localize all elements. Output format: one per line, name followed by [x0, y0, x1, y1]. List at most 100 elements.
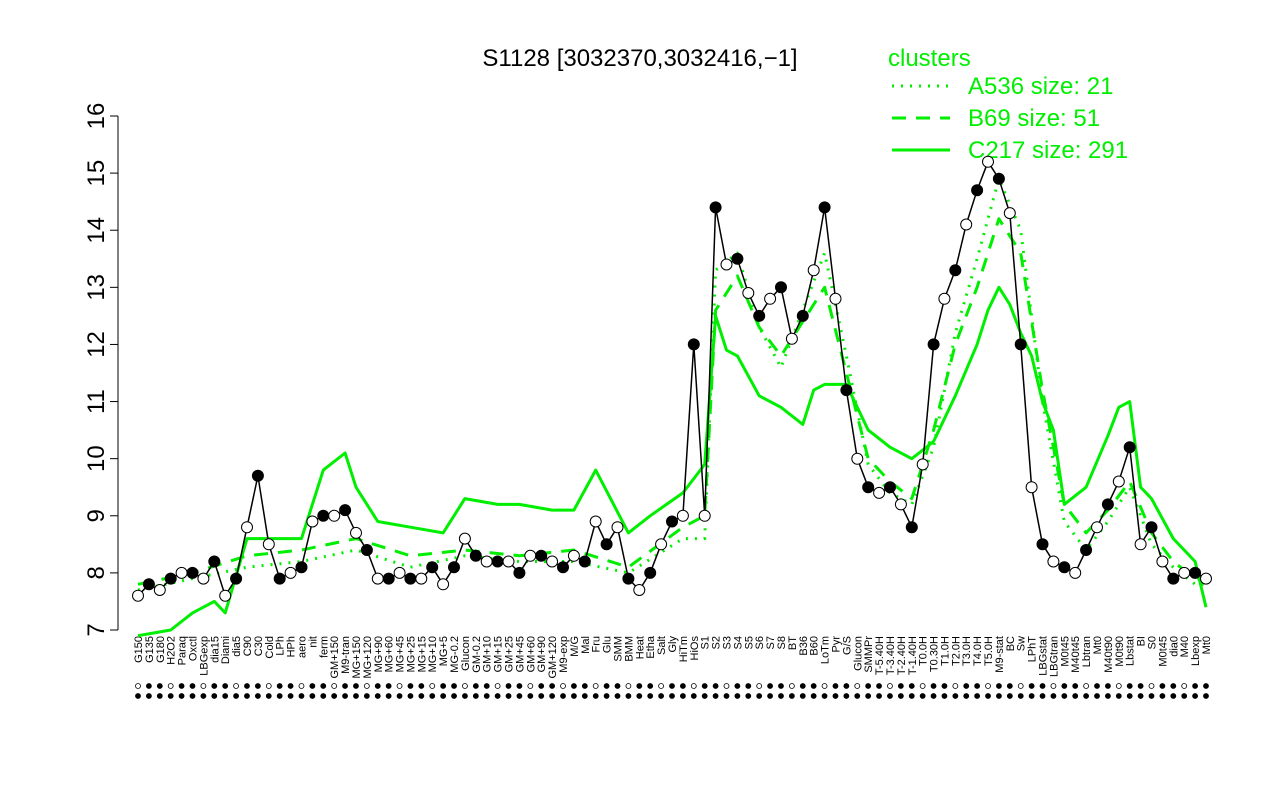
data-point — [382, 572, 395, 585]
rug-marker — [276, 683, 283, 689]
data-point — [720, 258, 733, 271]
rug-marker — [1115, 683, 1122, 689]
data-point — [698, 509, 711, 522]
x-tick-label: G150 — [133, 636, 145, 663]
data-point — [186, 566, 199, 579]
rug-marker — [385, 693, 392, 699]
data-point — [142, 578, 155, 591]
rug-marker — [483, 693, 490, 699]
x-tick-label: BC — [1005, 636, 1017, 651]
data-point — [317, 509, 330, 522]
data-point — [371, 572, 384, 585]
x-tick-label: M0t45 — [1157, 636, 1169, 667]
rug-marker — [1039, 683, 1046, 689]
data-point — [1156, 555, 1169, 568]
x-tick-label: SMM — [613, 636, 625, 662]
x-tick-label: Lbtran — [1081, 636, 1093, 667]
data-point — [164, 572, 177, 585]
data-point — [709, 201, 722, 214]
legend: clusters A536 size: 21 B69 size: 51 C217 s… — [888, 45, 1128, 164]
data-point — [905, 521, 918, 534]
data-point — [350, 526, 362, 539]
data-point — [1134, 538, 1147, 551]
x-tick-label: MG+5 — [438, 636, 450, 666]
rug-marker — [298, 693, 305, 699]
rug-marker — [919, 683, 926, 689]
x-tick-label: G180 — [155, 636, 167, 663]
x-tick-label: MG+150 — [351, 636, 363, 679]
y-tick-label: 8 — [83, 566, 110, 579]
rug-marker — [516, 683, 523, 689]
rug-marker — [908, 693, 915, 699]
data-point — [437, 578, 450, 591]
rug-marker — [135, 693, 141, 699]
data-points — [132, 155, 1212, 602]
data-point — [764, 292, 777, 305]
x-tick-label: GM-0.2 — [471, 636, 483, 673]
data-point — [622, 572, 635, 585]
y-tick-label: 16 — [83, 103, 110, 130]
rug-marker — [614, 683, 621, 689]
data-point — [513, 566, 526, 579]
rug-marker — [287, 693, 294, 699]
rug-marker — [200, 683, 207, 689]
rug-marker — [592, 693, 599, 699]
x-axis: G150G135G180H2O2ParaqOxctlLBGexpdia15Dia… — [133, 635, 1213, 699]
x-tick-label: Glucon — [460, 636, 472, 671]
rug-marker — [178, 683, 185, 689]
data-point — [524, 549, 537, 562]
x-tick-label: M9-exp — [558, 636, 570, 673]
rug-marker — [865, 683, 872, 689]
rug-marker — [1028, 683, 1035, 689]
rug-marker — [996, 683, 1002, 689]
data-point — [197, 572, 210, 585]
rug-marker — [1181, 683, 1188, 689]
data-point — [426, 561, 439, 574]
rug-marker — [1159, 693, 1166, 699]
rug-marker — [1050, 693, 1057, 699]
rug-marker — [1159, 683, 1166, 689]
rug-marker — [472, 683, 479, 689]
x-tick-label: GM+10 — [482, 636, 494, 672]
data-point — [1145, 521, 1158, 534]
x-tick-label: Cold — [264, 636, 276, 659]
x-tick-label: Heat — [634, 636, 646, 659]
x-tick-label: S3 — [721, 636, 733, 649]
data-point — [1047, 555, 1060, 568]
x-tick-label: LoTm — [820, 636, 832, 664]
legend-label: A536 size: 21 — [968, 73, 1113, 100]
x-tick-label: T-2.40H — [896, 636, 908, 675]
data-point — [360, 544, 373, 556]
data-point — [393, 566, 406, 579]
rug-marker — [581, 683, 588, 689]
rug-marker — [222, 683, 229, 689]
x-tick-label: Mt0 — [1201, 636, 1213, 654]
x-tick-label: MG+10 — [427, 636, 439, 672]
x-tick-label: Glucon — [852, 636, 864, 671]
series-line-dashed — [137, 217, 1206, 586]
rug-marker — [712, 683, 719, 689]
rug-marker — [952, 693, 959, 699]
rug-marker — [418, 683, 425, 689]
rug-marker — [298, 683, 305, 689]
rug-marker — [385, 683, 392, 689]
rug-marker — [669, 683, 675, 689]
rug-marker — [625, 693, 632, 699]
series-line-dotted — [137, 177, 1206, 592]
rug-marker — [145, 683, 152, 689]
rug-marker — [483, 683, 490, 689]
rug-marker — [908, 683, 915, 689]
rug-marker — [854, 683, 861, 689]
rug-marker — [200, 693, 207, 699]
data-point — [938, 292, 951, 305]
rug-marker — [1170, 693, 1177, 699]
rug-marker — [1006, 693, 1013, 699]
rug-marker — [538, 693, 545, 699]
rug-marker — [723, 693, 730, 699]
rug-marker — [451, 683, 457, 689]
x-tick-label: aero — [296, 636, 308, 658]
rug-marker — [745, 683, 752, 689]
data-point — [1167, 572, 1180, 585]
x-tick-label: M9-tran — [340, 636, 352, 674]
data-point — [1080, 544, 1093, 556]
